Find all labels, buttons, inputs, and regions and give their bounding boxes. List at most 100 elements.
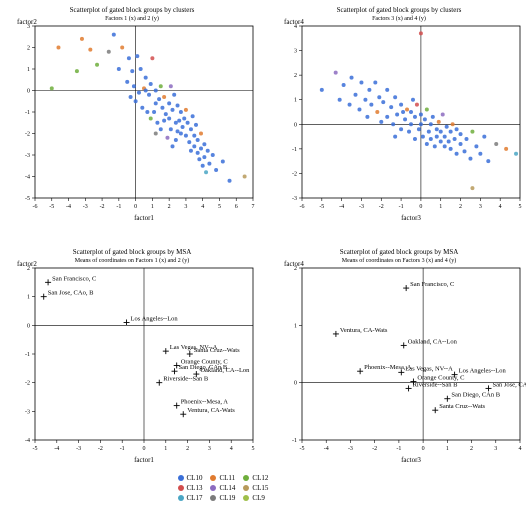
panel-top-left: Scatterplot of gated block groups by clu… <box>5 2 259 224</box>
data-point <box>159 84 163 88</box>
data-point <box>221 159 225 163</box>
x-tick-label: -6 <box>33 204 38 210</box>
data-point <box>214 168 218 172</box>
x-tick-label: 6 <box>235 204 238 210</box>
legend-label: CL13 <box>187 484 203 492</box>
legend-label: CL11 <box>219 474 235 482</box>
data-point <box>127 56 131 60</box>
data-point <box>413 115 417 119</box>
data-point <box>342 83 346 87</box>
x-tick-label: 3 <box>208 446 211 452</box>
data-point <box>139 67 143 71</box>
data-point <box>409 122 413 126</box>
legend-label: CL14 <box>219 484 235 492</box>
legend-item: CL10 <box>178 474 209 482</box>
data-point <box>169 84 173 88</box>
x-tick-label: -1 <box>396 446 401 452</box>
point-label: Santa Cruz--Wats <box>194 347 240 354</box>
data-point <box>389 105 393 109</box>
data-point <box>474 144 478 148</box>
y-tick-label: -2 <box>292 171 297 177</box>
point-label: San Francisco, C <box>52 275 96 282</box>
x-tick-label: -2 <box>379 204 384 210</box>
data-point <box>494 142 498 146</box>
data-point <box>155 121 159 125</box>
data-point <box>334 71 338 75</box>
data-point <box>144 89 148 93</box>
chart-subtitle: Means of coordinates on Factors 1 (x) an… <box>75 257 189 264</box>
legend-label: CL12 <box>252 474 268 482</box>
y-axis-label: factor4 <box>284 18 304 26</box>
y-tick-label: -1 <box>25 110 30 116</box>
data-point <box>405 108 409 112</box>
point-label: Los Angeles--Lon <box>131 315 179 322</box>
data-point <box>228 179 232 183</box>
data-point <box>514 152 518 156</box>
data-point <box>169 127 173 131</box>
y-tick-label: -2 <box>25 132 30 138</box>
data-point <box>137 91 141 95</box>
panel-bottom-left: Scatterplot of gated block groups by MSA… <box>5 244 259 466</box>
x-tick-label: 2 <box>470 446 473 452</box>
legend-item: CL13 <box>178 484 209 492</box>
data-point <box>201 164 205 168</box>
y-tick-label: 3 <box>294 49 297 55</box>
data-point <box>373 81 377 85</box>
x-tick-label: 3 <box>479 204 482 210</box>
data-point <box>171 108 175 112</box>
x-tick-label: -5 <box>49 204 54 210</box>
chart-subtitle: Factors 1 (x) and 2 (y) <box>105 15 159 22</box>
data-point <box>187 140 191 144</box>
data-point <box>385 88 389 92</box>
data-point <box>184 134 188 138</box>
x-tick-label: -5 <box>319 204 324 210</box>
x-tick-label: -5 <box>33 446 38 452</box>
x-tick-label: -4 <box>54 446 59 452</box>
y-tick-label: -1 <box>292 438 297 444</box>
data-point <box>149 116 153 120</box>
x-tick-label: 0 <box>422 446 425 452</box>
data-point <box>419 112 423 116</box>
data-point <box>447 139 451 143</box>
data-point <box>463 149 467 153</box>
data-point <box>449 147 453 151</box>
x-tick-label: 5 <box>519 204 522 210</box>
y-tick-label: -3 <box>292 196 297 202</box>
y-axis-label: factor2 <box>17 18 37 26</box>
data-point <box>120 46 124 50</box>
data-point <box>455 152 459 156</box>
data-point <box>365 115 369 119</box>
data-point <box>415 103 419 107</box>
legend: CL10CL11CL12CL13CL14CL15CL17CL19CL9 <box>176 472 277 504</box>
point-label: Oakland, CA--Lon <box>200 367 250 374</box>
data-point <box>464 137 468 141</box>
x-axis-label: factor3 <box>401 456 421 464</box>
data-point <box>107 50 111 54</box>
data-point <box>354 93 358 97</box>
data-point <box>172 93 176 97</box>
data-point <box>486 159 490 163</box>
data-point <box>196 151 200 155</box>
data-point <box>207 162 211 166</box>
data-point <box>149 82 153 86</box>
data-point <box>199 147 203 151</box>
x-tick-label: -5 <box>300 446 305 452</box>
data-point <box>393 95 397 99</box>
y-axis-label: factor2 <box>17 260 37 268</box>
data-point <box>419 122 423 126</box>
y-tick-label: -4 <box>25 175 30 181</box>
data-point <box>144 76 148 80</box>
x-tick-label: -3 <box>348 446 353 452</box>
data-point <box>204 170 208 174</box>
data-point <box>160 106 164 110</box>
data-point <box>393 135 397 139</box>
legend-item: CL19 <box>210 494 241 502</box>
data-point <box>407 130 411 134</box>
legend-item: CL15 <box>243 484 274 492</box>
data-point <box>211 153 215 157</box>
data-point <box>196 138 200 142</box>
data-point <box>145 110 149 114</box>
data-point <box>159 127 163 131</box>
y-tick-label: 0 <box>294 381 297 387</box>
x-tick-label: -1 <box>399 204 404 210</box>
